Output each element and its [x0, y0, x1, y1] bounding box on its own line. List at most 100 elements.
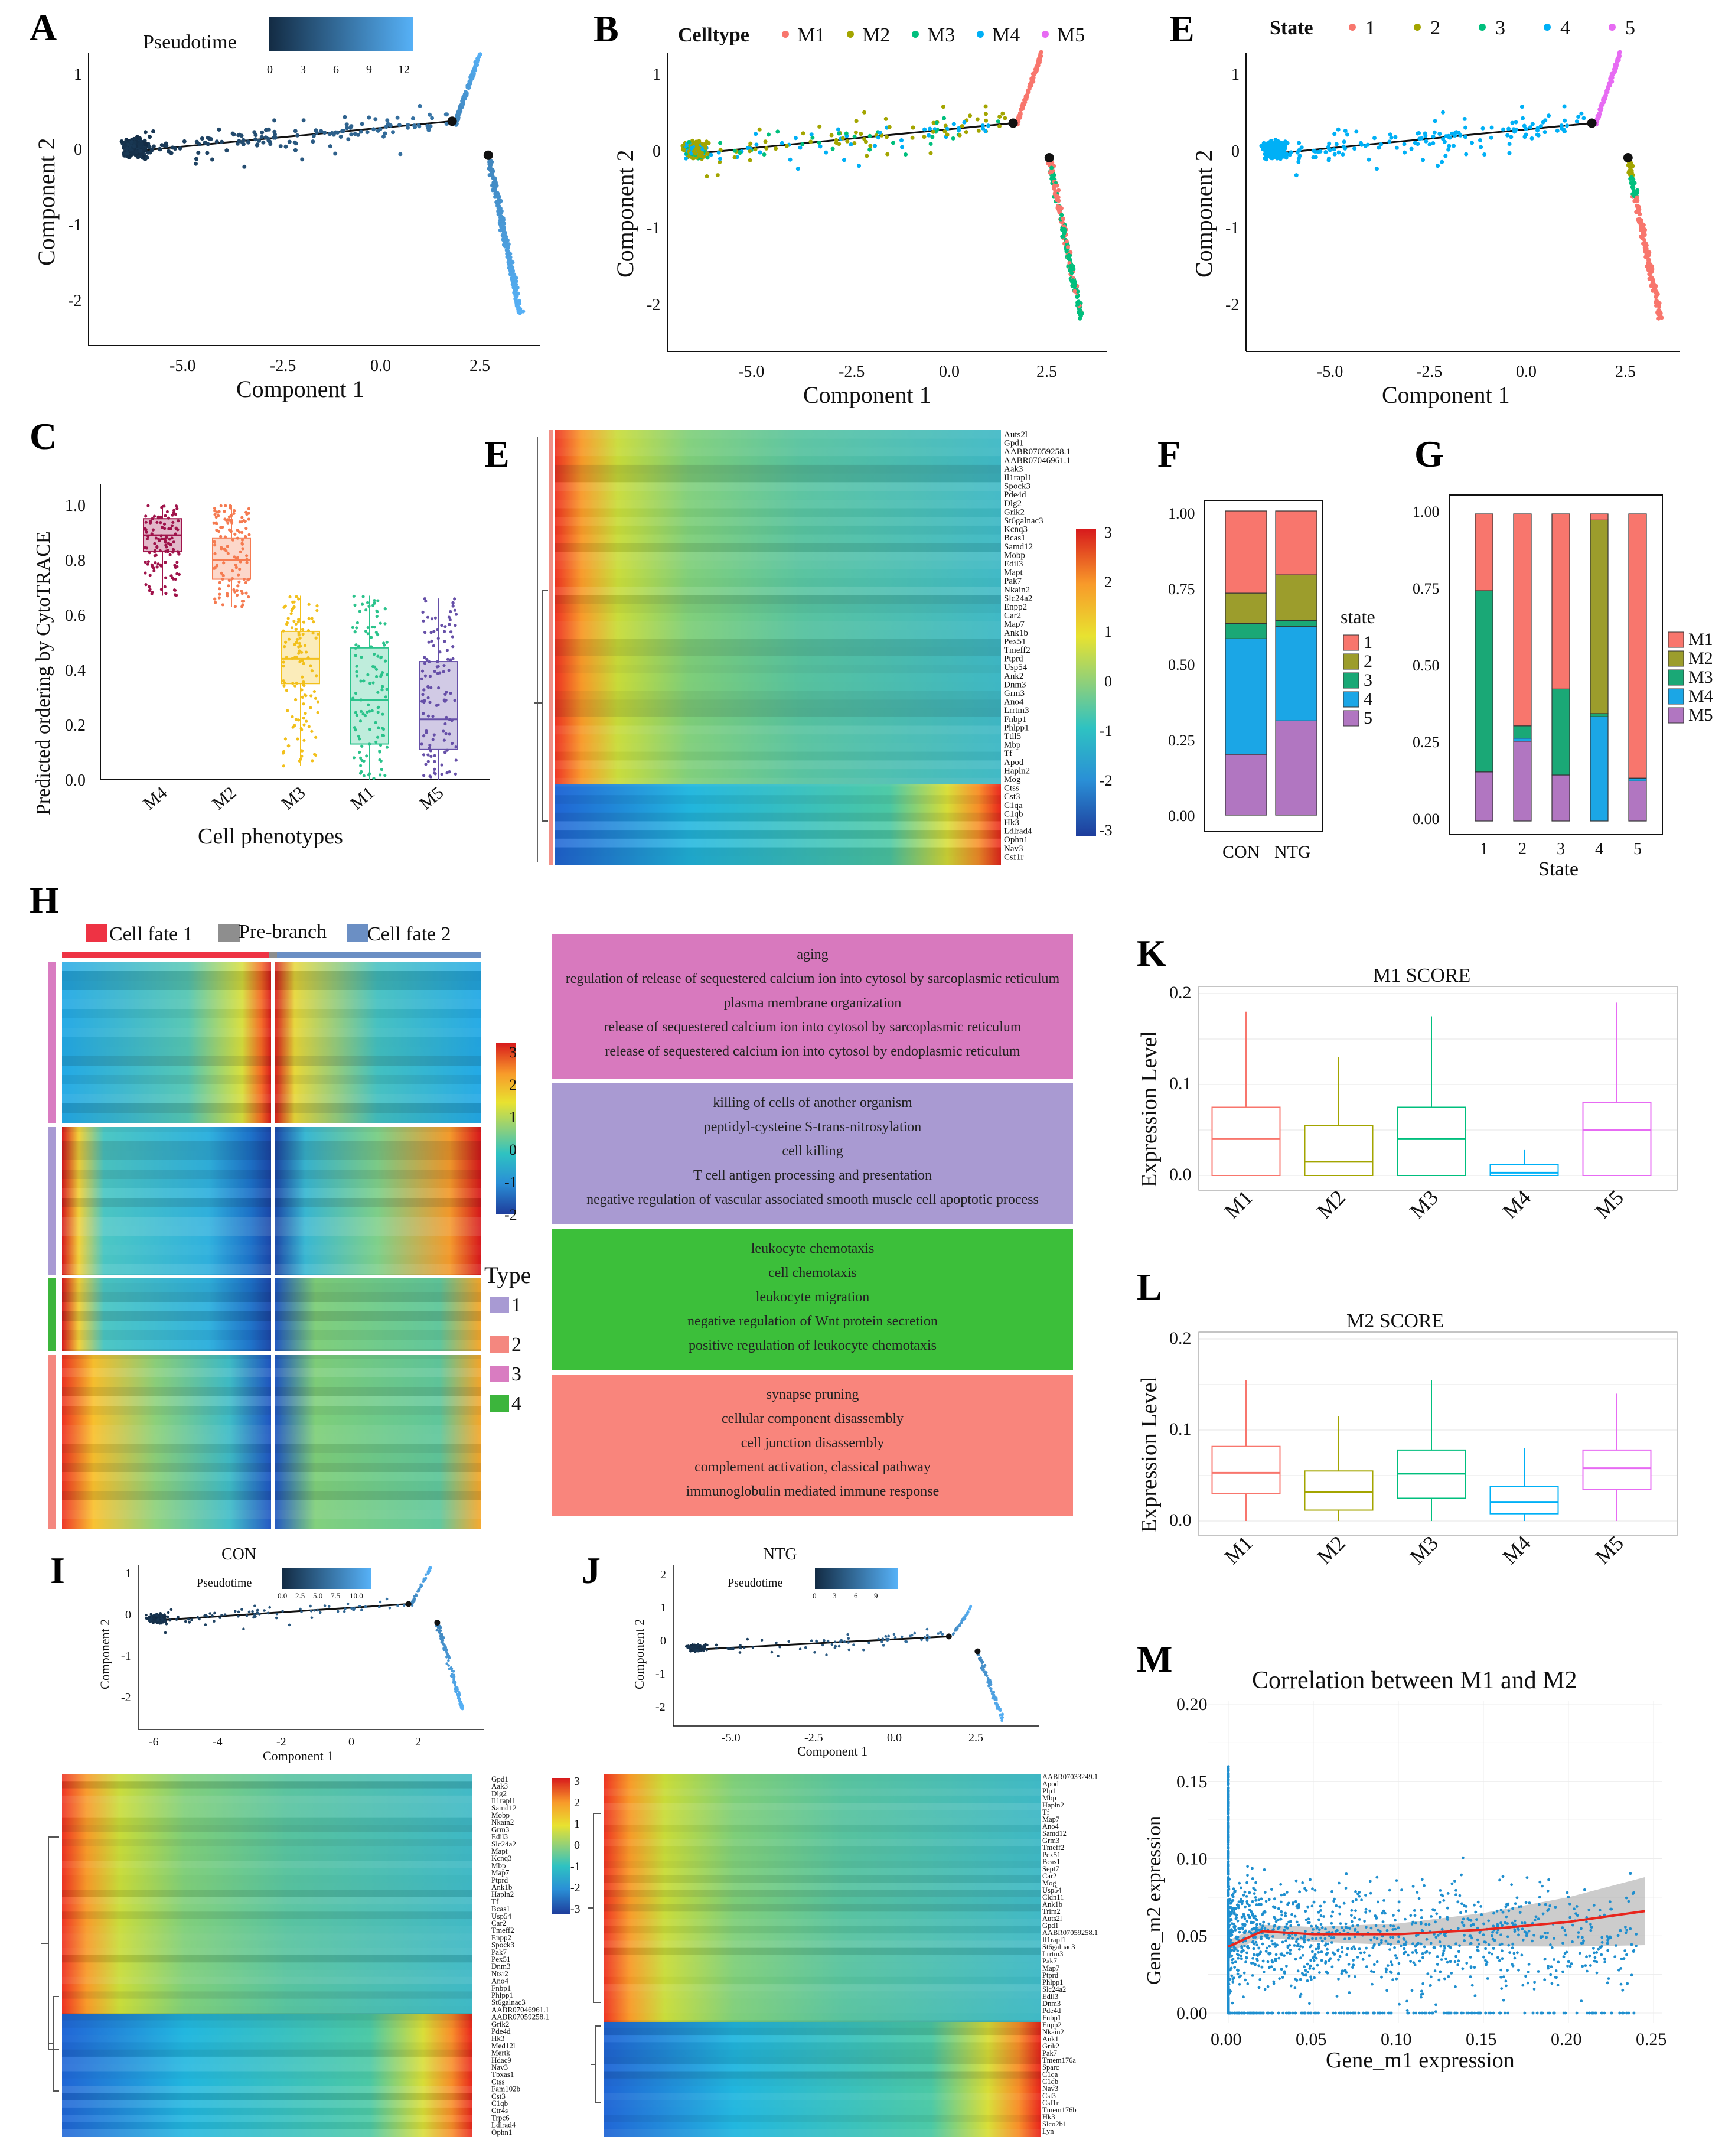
gene-label: C1qa — [1004, 801, 1023, 810]
cell-point — [136, 154, 141, 159]
cell-point — [190, 1618, 193, 1621]
cell-point — [1446, 147, 1451, 152]
cell-point — [341, 129, 345, 133]
cell-point — [964, 130, 968, 135]
cell-point — [1343, 146, 1348, 151]
cell-point — [1654, 295, 1658, 299]
cell-point — [1635, 195, 1639, 200]
cell-point — [130, 151, 135, 155]
heatmap-row-stripes — [555, 430, 1001, 865]
jitter-point — [443, 625, 447, 628]
cell-point — [385, 1597, 389, 1601]
legend-swatch-cell-fate-2 — [347, 924, 368, 942]
branch-point — [1044, 153, 1054, 162]
cell-point — [178, 146, 182, 151]
bar-segment — [1225, 592, 1267, 624]
cell-point — [147, 145, 152, 149]
cell-point — [1379, 142, 1384, 146]
cell-point — [1069, 267, 1074, 272]
y-tick-label: 0.50 — [1168, 656, 1195, 673]
jitter-point — [314, 735, 318, 739]
gene-label: Kcnq3 — [1004, 525, 1028, 535]
jitter-point — [152, 514, 156, 518]
cell-point — [145, 1613, 148, 1617]
x-tick-label: 2.5 — [968, 1731, 983, 1744]
cell-point — [1000, 111, 1005, 116]
cell-point — [989, 1680, 993, 1684]
cell-point — [456, 109, 461, 114]
cell-point — [1332, 132, 1337, 136]
cell-point — [1562, 104, 1567, 109]
cell-point — [505, 252, 510, 256]
heatmap-row — [555, 647, 1001, 656]
cell-point — [1655, 299, 1659, 304]
y-tick-label: 1 — [660, 1601, 666, 1614]
jitter-point — [146, 562, 149, 566]
panel-label-j: J — [582, 1549, 601, 1591]
heatmap-row — [555, 535, 1001, 543]
legend-label: M1 — [1688, 630, 1713, 649]
bar-segment — [1590, 716, 1609, 822]
jitter-point — [433, 767, 436, 771]
bar-segment — [1275, 620, 1317, 627]
x-axis-title: Cell phenotypes — [198, 824, 343, 849]
gene-label: Ctss — [1004, 784, 1019, 793]
cell-point — [166, 1615, 169, 1618]
cell-point — [1345, 132, 1349, 137]
gene-label: Cst3 — [1004, 792, 1020, 802]
jitter-point — [305, 719, 308, 723]
cell-point — [703, 146, 708, 151]
jitter-point — [244, 510, 248, 514]
row-annotation-bar — [549, 430, 553, 865]
cell-point — [391, 130, 395, 135]
cell-point — [957, 133, 962, 138]
heatmap-row — [604, 1955, 1041, 1963]
cell-point — [241, 142, 246, 146]
legend-swatch — [1343, 691, 1359, 708]
cell-point — [1606, 82, 1611, 86]
cell-point — [804, 1646, 807, 1649]
jitter-point — [432, 630, 436, 633]
jitter-point — [451, 604, 455, 608]
jitter-point — [312, 620, 315, 624]
cell-point — [852, 141, 857, 145]
y-tick-label: 0.8 — [65, 552, 86, 570]
heatmap-row — [62, 1846, 472, 1854]
jitter-point — [433, 616, 438, 620]
cell-point — [1003, 116, 1007, 120]
cell-point — [498, 215, 503, 220]
y-tick-labels: 0.0 0.1 0.2 — [1169, 1328, 1192, 1530]
jitter-point — [315, 604, 319, 608]
heatmap-row — [555, 742, 1001, 752]
cell-point — [509, 271, 514, 276]
cell-point — [997, 1707, 1000, 1710]
gene-label: Tf — [1004, 749, 1012, 758]
jitter-point — [148, 589, 151, 592]
trajectory-panel-i: CON Pseudotime 0.0 2.5 5.0 7.5 10.0 -6 -… — [97, 1545, 484, 1763]
x-axis-title: Component 1 — [803, 382, 931, 408]
jitter-point — [286, 709, 289, 712]
cell-point — [684, 156, 689, 161]
legend-label-1: 1 — [1365, 17, 1375, 39]
cell-point — [1641, 226, 1645, 231]
heatmap-row — [62, 1883, 472, 1890]
gene-label: Mbp — [1004, 741, 1020, 750]
jitter-point — [352, 756, 356, 760]
jitter-point — [307, 602, 311, 606]
cell-point — [945, 126, 950, 131]
jitter-point — [430, 639, 433, 643]
cell-point — [984, 118, 989, 123]
heatmap-row — [604, 2042, 1041, 2050]
cell-point — [1581, 116, 1586, 120]
cell-point — [1039, 54, 1043, 58]
jitter-point — [304, 694, 308, 698]
jitter-point — [235, 589, 239, 592]
heatmap-row — [555, 795, 1001, 804]
cell-point — [774, 146, 778, 151]
heatmap-row — [604, 2049, 1041, 2057]
cell-point — [465, 83, 470, 88]
jitter-point — [177, 519, 180, 523]
cell-point — [237, 132, 242, 137]
cell-point — [205, 151, 210, 155]
cell-point — [694, 139, 699, 144]
